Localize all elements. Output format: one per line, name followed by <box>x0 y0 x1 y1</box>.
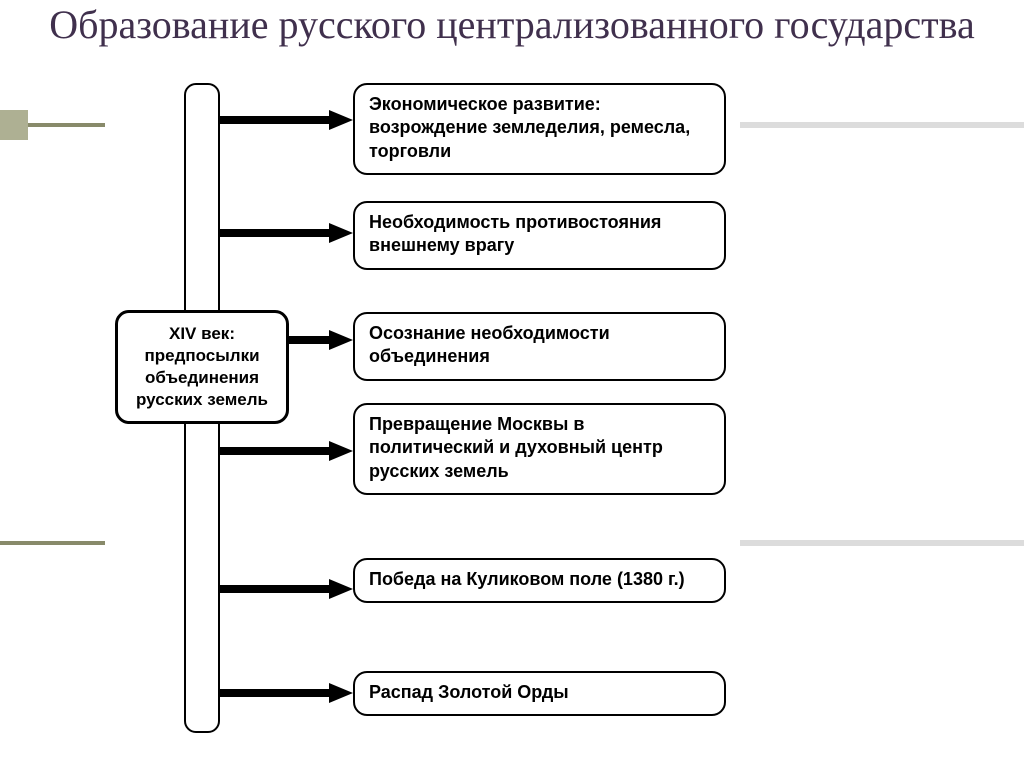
page-title: Образование русского централизованного г… <box>0 4 1024 46</box>
diagram-arrow <box>220 683 353 703</box>
diagram-target-label: Победа на Куликовом поле (1380 г.) <box>369 569 685 589</box>
diagram-source-box: XIV век: предпосылки объединения русских… <box>115 310 289 424</box>
diagram-arrow <box>289 330 353 350</box>
decor-bar-top-light <box>740 122 1024 128</box>
diagram-arrow <box>220 223 353 243</box>
diagram-target-label: Распад Золотой Орды <box>369 682 569 702</box>
decor-bar-bot-light <box>740 540 1024 546</box>
diagram-target-box: Экономическое развитие: возрождение земл… <box>353 83 726 175</box>
diagram-target-box: Превращение Москвы в политический и духо… <box>353 403 726 495</box>
diagram-target-box: Победа на Куликовом поле (1380 г.) <box>353 558 726 603</box>
diagram-container: XIV век: предпосылки объединения русских… <box>105 75 737 745</box>
diagram-target-label: Превращение Москвы в политический и духо… <box>369 414 663 481</box>
diagram-target-label: Экономическое развитие: возрождение земл… <box>369 94 690 161</box>
diagram-target-box: Осознание необходимости объединения <box>353 312 726 381</box>
accent-square <box>0 110 28 140</box>
decor-bar-bot-dark <box>0 541 106 545</box>
diagram-arrow <box>220 110 353 130</box>
diagram-target-box: Необходимость противостояния внешнему вр… <box>353 201 726 270</box>
decor-bar-top-dark <box>28 123 105 127</box>
diagram-target-box: Распад Золотой Орды <box>353 671 726 716</box>
diagram-target-label: Необходимость противостояния внешнему вр… <box>369 212 661 255</box>
diagram-arrow <box>220 579 353 599</box>
diagram-arrow <box>220 441 353 461</box>
diagram-target-label: Осознание необходимости объединения <box>369 323 610 366</box>
diagram-source-label: XIV век: предпосылки объединения русских… <box>136 324 268 409</box>
